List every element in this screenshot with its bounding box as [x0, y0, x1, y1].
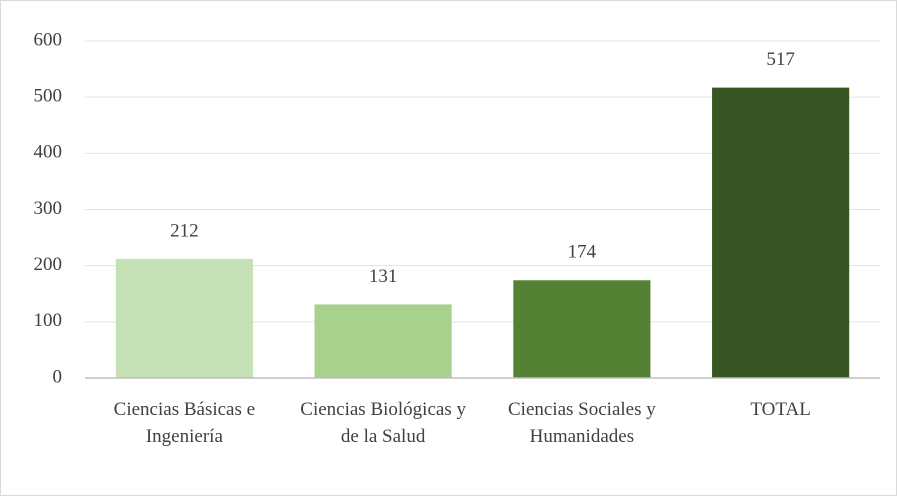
bar: [115, 258, 253, 378]
data-label: 174: [568, 242, 597, 263]
y-tick-label: 100: [34, 310, 63, 331]
x-tick-label: TOTAL: [750, 399, 810, 420]
bar: [513, 280, 651, 378]
bar: [712, 87, 850, 378]
data-label: 517: [766, 49, 795, 70]
y-tick-label: 600: [34, 29, 63, 50]
y-tick-label: 200: [34, 254, 63, 275]
y-tick-label: 400: [34, 142, 63, 163]
x-tick-label: Ciencias Biológicas y de la Salud: [300, 399, 466, 447]
y-tick-label: 300: [34, 198, 63, 219]
x-tick-label: Ciencias Sociales y Humanidades: [508, 399, 656, 447]
bar: [314, 304, 452, 378]
y-tick-label: 0: [53, 366, 63, 387]
data-label: 131: [369, 266, 398, 287]
x-tick-label: Ciencias Básicas e Ingeniería: [114, 399, 255, 447]
data-label: 212: [170, 220, 199, 241]
y-tick-label: 500: [34, 86, 63, 107]
